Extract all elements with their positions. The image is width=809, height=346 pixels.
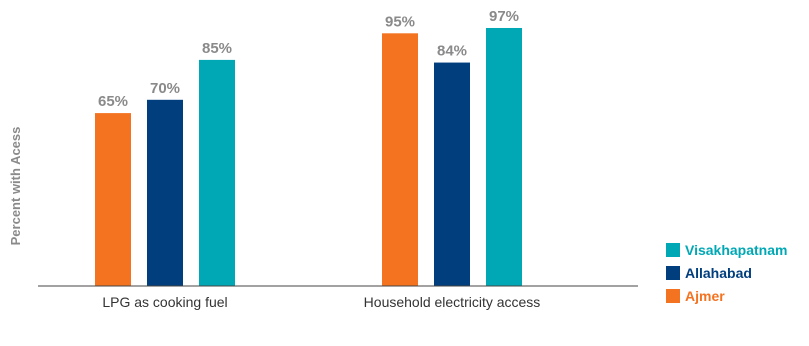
y-axis-label: Percent with Acess — [8, 127, 23, 246]
data-label-visakhapatnam-2: 97% — [489, 8, 519, 25]
bar-visakhapatnam-2 — [486, 27, 522, 286]
data-label-allahabad-2: 84% — [437, 43, 467, 60]
data-labels-group: 65% 70% 85% 95% 84% 97% — [98, 8, 519, 110]
legend: Visakhapatnam Allahabad Ajmer — [666, 242, 787, 304]
bar-ajmer-2 — [382, 33, 418, 286]
bars-group — [95, 27, 522, 287]
legend-label-allahabad: Allahabad — [685, 265, 752, 281]
data-label-ajmer-2: 95% — [385, 13, 415, 30]
bar-allahabad-2 — [434, 62, 470, 287]
bar-allahabad-1 — [147, 99, 183, 286]
legend-label-ajmer: Ajmer — [685, 288, 725, 304]
category-label-1: LPG as cooking fuel — [102, 294, 227, 310]
legend-swatch-visakhapatnam — [666, 243, 680, 257]
legend-swatch-allahabad — [666, 266, 680, 280]
category-label-2: Household electricity access — [364, 294, 541, 310]
data-label-allahabad-1: 70% — [150, 80, 180, 97]
bar-ajmer-1 — [95, 113, 131, 286]
bar-visakhapatnam-1 — [199, 59, 235, 287]
legend-label-visakhapatnam: Visakhapatnam — [685, 242, 787, 258]
data-label-ajmer-1: 65% — [98, 93, 128, 110]
data-label-visakhapatnam-1: 85% — [202, 40, 232, 57]
legend-swatch-ajmer — [666, 289, 680, 303]
category-labels-group: LPG as cooking fuel Household electricity… — [102, 294, 540, 310]
